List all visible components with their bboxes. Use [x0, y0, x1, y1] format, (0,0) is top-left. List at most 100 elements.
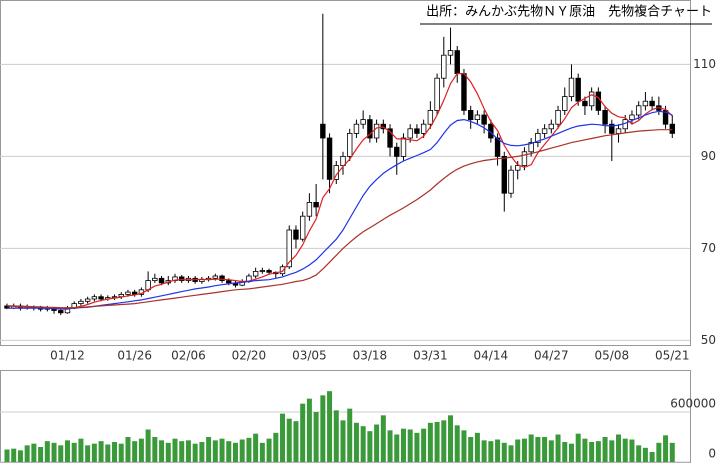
candle-body [266, 270, 272, 273]
volume-bar [515, 439, 521, 462]
volume-bar [441, 420, 447, 462]
volume-bar [306, 398, 312, 462]
candle-body [669, 123, 675, 134]
candle-body [467, 110, 474, 121]
volume-bar [313, 412, 319, 462]
volume-bar [542, 437, 548, 462]
candle-body [58, 310, 64, 314]
candle-body [555, 110, 561, 125]
price-frame [0, 0, 691, 346]
volume-bar [663, 435, 669, 462]
x-tick-label: 04/14 [474, 349, 509, 363]
volume-bar [219, 438, 225, 462]
volume-bar [333, 410, 339, 462]
volume-bar [51, 442, 57, 462]
y-tick-label: 50 [701, 333, 716, 347]
candle-body [353, 123, 360, 134]
volume-bar [78, 438, 84, 462]
candle-body [98, 296, 104, 300]
volume-bar [11, 448, 17, 462]
volume-bar [64, 440, 70, 462]
volume-bar [616, 434, 622, 462]
volume-bar [468, 437, 474, 462]
volume-tick-label: 0 [708, 447, 716, 461]
volume-bar [609, 440, 615, 462]
volume-bar [165, 442, 171, 462]
volume-bar [98, 441, 104, 462]
volume-bar [266, 438, 272, 462]
volume-bar [179, 441, 185, 462]
volume-bar [232, 442, 238, 462]
volume-bar [589, 442, 595, 462]
candle-body [219, 275, 225, 281]
candle-body [582, 100, 588, 107]
candle-body [508, 169, 514, 194]
volume-bar [293, 421, 299, 462]
volume-bar [280, 413, 286, 462]
volume-bar [38, 447, 44, 462]
candle-body [568, 77, 575, 97]
volume-bar [602, 437, 608, 462]
volume-bar [562, 442, 568, 462]
volume-bar [407, 429, 413, 462]
candle-body [179, 276, 185, 282]
moving-average-line [7, 129, 673, 309]
volume-bar [17, 450, 23, 462]
candle-body [306, 201, 313, 217]
candle-body [326, 137, 333, 180]
volume-bar [192, 443, 198, 462]
candle-body [420, 123, 427, 134]
candle-body [199, 279, 205, 282]
volume-bar [582, 438, 588, 462]
volume-bar [71, 442, 77, 462]
volume-bar [206, 437, 212, 462]
volume-bar [360, 426, 366, 462]
candle-body [360, 119, 366, 125]
candle-body [662, 110, 669, 125]
volume-bar [105, 444, 111, 462]
volume-bar [414, 432, 420, 462]
volume-bar [474, 432, 480, 462]
candle-body [434, 77, 440, 111]
volume-bar [380, 415, 386, 462]
x-tick-label: 05/08 [595, 349, 630, 363]
candle-body [414, 128, 420, 134]
candle-body [78, 300, 84, 304]
volume-bar [555, 434, 561, 462]
candle-body [588, 91, 595, 107]
candle-body [407, 128, 413, 139]
candle-body [501, 155, 507, 194]
chart-title: 出所：みんかぶ先物ＮＹ原油 先物複合チャート [426, 4, 712, 20]
candle-body [212, 275, 219, 279]
volume-bar [521, 438, 527, 462]
volume-bar [132, 441, 138, 462]
candle-body [313, 201, 319, 208]
volume-bar [125, 437, 131, 462]
volume-bar [501, 442, 507, 462]
moving-average-line [6, 73, 673, 310]
volume-bar [421, 428, 427, 462]
x-tick-label: 01/26 [117, 349, 152, 363]
volume-bar [535, 437, 541, 462]
candle-body [481, 114, 487, 125]
volume-bar [199, 442, 205, 462]
candle-body [535, 132, 541, 143]
volume-bar [300, 403, 306, 462]
candle-body [595, 91, 602, 111]
y-tick-label: 70 [701, 241, 716, 255]
candle-body [548, 123, 555, 130]
volume-bar [286, 418, 292, 462]
candle-body [521, 151, 528, 167]
candle-body [286, 229, 292, 268]
volume-bar [239, 439, 245, 462]
x-tick-label: 04/27 [534, 349, 569, 363]
candle-body [602, 110, 608, 125]
volume-bar [138, 438, 144, 462]
candle-body [494, 137, 501, 157]
candle-body [387, 128, 393, 148]
volume-bar [642, 447, 648, 462]
volume-bar [434, 422, 440, 462]
candle-body [427, 110, 434, 125]
candle-body [320, 123, 326, 139]
